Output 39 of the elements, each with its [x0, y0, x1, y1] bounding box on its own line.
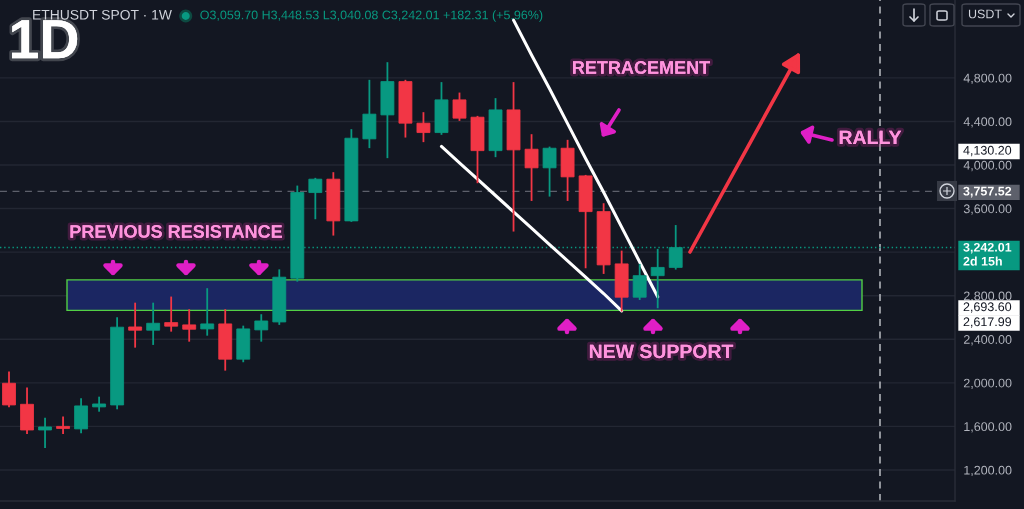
candlestick: [524, 133, 539, 202]
candlestick: [182, 308, 197, 343]
candlestick: [2, 370, 16, 409]
y-tick-label: 4,400.00: [963, 117, 1012, 128]
annotation: NEW SUPPORT: [589, 344, 734, 359]
candlestick: [416, 111, 431, 144]
text: O3,059.70 H3,448.53 L3,040.08 C3,242.01 +182.31 (+5.96%): [200, 10, 543, 22]
y-tick-label: 4,000.00: [963, 160, 1012, 172]
candlestick: [542, 145, 557, 198]
candlestick: [200, 287, 215, 337]
y-tick-label: 1,600.00: [964, 422, 1012, 433]
candlestick: [128, 301, 143, 349]
annotation: RALLY: [839, 130, 902, 145]
candlestick: [632, 262, 647, 301]
y-tick-label: 3,600.00: [963, 204, 1012, 215]
candlestick: [74, 397, 88, 435]
text: USDT: [968, 9, 1002, 19]
line-series: [439, 144, 624, 313]
text: 2,617.99: [963, 317, 1012, 328]
ref-line-label: 3,242.01 2d 15h: [963, 242, 1012, 266]
candlestick: [38, 416, 52, 449]
text: 2,693.60: [963, 302, 1012, 313]
candlestick: [308, 176, 323, 221]
annotation: 1D: [11, 20, 78, 59]
candlestick: [56, 415, 70, 435]
candlestick: [164, 295, 179, 333]
candlestick: [452, 91, 467, 122]
y-tick-label: 1,200.00: [964, 465, 1012, 477]
y-tick-label: 2,000.00: [963, 378, 1012, 389]
text: 4,130.20: [963, 145, 1012, 157]
candlestick: [146, 301, 161, 346]
y-tick-label: 2,800.00: [963, 291, 1012, 302]
ref-line-label: 3,757.52: [963, 186, 1012, 198]
annotation: PREVIOUS RESISTANCE: [70, 225, 282, 238]
y-tick-label: 2,400.00: [963, 335, 1012, 346]
annotation: RETRACEMENT: [573, 61, 711, 74]
text: ETHUSDT SPOT · 1W: [33, 9, 172, 20]
y-tick-label: 4,800.00: [963, 73, 1012, 84]
candlestick: [254, 313, 269, 343]
